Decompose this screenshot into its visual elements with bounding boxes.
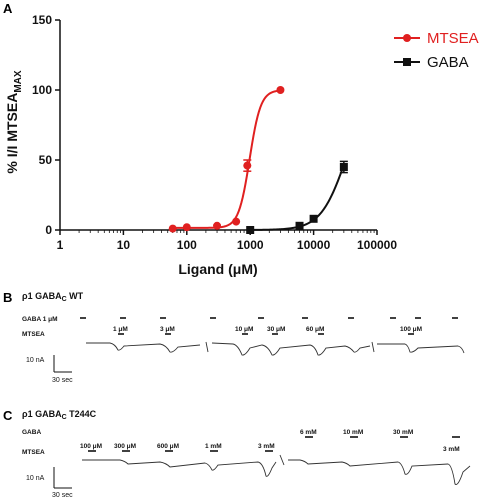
x-tick-label: 100	[177, 238, 197, 252]
b-conc-label: 100 μM	[400, 326, 422, 333]
fit-curve-mtsea	[172, 89, 281, 229]
panel-a-label: A	[3, 1, 13, 16]
c-mtsea-conc-label: 3 mM	[258, 443, 275, 450]
panel-b-mtsea-row-label: MTSEA	[22, 331, 45, 338]
c-mtsea-conc-label: 3 mM	[443, 446, 460, 453]
panel-b-scale-bar: 10 nA 30 sec	[26, 355, 73, 384]
c-mtsea-conc-label: 100 μM	[80, 443, 102, 450]
b-conc-label: 3 μM	[160, 326, 175, 333]
x-tick-label: 1	[57, 238, 64, 252]
c-gaba-conc-label: 10 mM	[343, 429, 363, 436]
legend-mtsea-marker	[403, 34, 411, 42]
panel-c-label: C	[3, 408, 13, 423]
data-point-mtsea	[213, 221, 222, 230]
panel-b-title: ρ1 GABAC WT	[22, 291, 84, 303]
panel-c-mtsea-row-label: MTSEA	[22, 449, 45, 456]
b-scale-y-label: 10 nA	[26, 357, 45, 364]
b-conc-label: 1 μM	[113, 326, 128, 333]
y-tick-label: 50	[39, 153, 53, 167]
y-axis-label-sub: MAX	[13, 70, 24, 93]
panel-c-title: ρ1 GABAC T244C	[22, 409, 97, 421]
x-tick-label: 10000	[297, 238, 331, 252]
panel-b-concentration-labels: 1 μM 3 μM 10 μM 30 μM 60 μM 100 μM	[113, 326, 422, 333]
data-point-gaba	[309, 214, 318, 223]
y-tick-label: 100	[32, 83, 52, 97]
data-point-gaba	[339, 163, 348, 171]
data-point-mtsea	[182, 223, 191, 232]
data-point-mtsea	[243, 161, 252, 170]
data-point-mtsea	[276, 86, 285, 94]
b-scale-x-label: 30 sec	[52, 377, 73, 384]
data-point-mtsea	[232, 217, 241, 226]
x-axis-label: Ligand (μM)	[178, 261, 257, 277]
c-mtsea-conc-label: 600 μM	[157, 443, 179, 450]
panel-b-label: B	[3, 290, 12, 305]
c-gaba-conc-label: 30 mM	[393, 429, 413, 436]
panel-c-current-trace	[82, 454, 471, 485]
panel-c-scale-bar: 10 nA 30 sec	[26, 467, 73, 499]
c-scale-y-label: 10 nA	[26, 475, 45, 482]
b-conc-label: 10 μM	[235, 326, 253, 333]
panel-c-gaba-concentration-labels: 6 mM 10 mM 30 mM	[300, 429, 413, 436]
c-scale-x-label: 30 sec	[52, 492, 73, 499]
c-mtsea-conc-label: 300 μM	[114, 443, 136, 450]
c-gaba-conc-label: 6 mM	[300, 429, 317, 436]
dose-response-chart: 0 50 100 150 1 10 100 1000 10000 100000 Ligand (…	[4, 13, 479, 277]
data-point-mtsea	[168, 224, 177, 233]
legend: MTSEA GABA	[394, 30, 479, 71]
b-conc-label: 30 μM	[267, 326, 285, 333]
legend-mtsea-label: MTSEA	[427, 30, 479, 47]
b-conc-label: 60 μM	[306, 326, 324, 333]
x-tick-label: 100000	[357, 238, 397, 252]
data-point-gaba	[246, 226, 255, 234]
panel-c-mtsea-concentration-labels: 100 μM 300 μM 600 μM 1 mM 3 mM 3 mM	[80, 443, 460, 453]
x-tick-label: 1000	[237, 238, 264, 252]
fit-curve-gaba	[250, 164, 345, 231]
y-tick-label: 0	[45, 223, 52, 237]
legend-gaba-marker	[403, 58, 411, 66]
panel-c-gaba-row-label: GABA	[22, 429, 41, 436]
x-tick-label: 10	[117, 238, 131, 252]
c-mtsea-conc-label: 1 mM	[205, 443, 222, 450]
legend-gaba-label: GABA	[427, 54, 469, 71]
y-axis-label: % I/I MTSEAMAX	[4, 70, 24, 173]
y-tick-label: 150	[32, 13, 52, 27]
panel-b-current-trace	[86, 341, 465, 356]
panel-b-gaba-row-label: GABA 1 μM	[22, 316, 58, 323]
data-point-gaba	[295, 221, 304, 230]
y-axis-label-main: % I/I MTSEA	[4, 93, 20, 174]
